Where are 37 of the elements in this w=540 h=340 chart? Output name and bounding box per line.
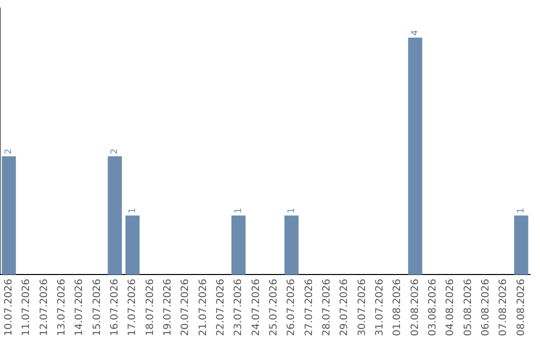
x-tick-label: 07.08.2026	[498, 278, 510, 336]
data-label: 1	[286, 208, 297, 214]
x-tick-label: 30.07.2026	[356, 278, 368, 336]
x-tick-label: 14.07.2026	[74, 278, 86, 336]
x-tick-label: 18.07.2026	[144, 278, 156, 336]
x-tick-label: 17.07.2026	[127, 278, 138, 336]
x-tick-label: 24.07.2026	[250, 278, 262, 336]
x-tick-label: 22.07.2026	[215, 278, 226, 336]
x-tick-label: 02.08.2026	[410, 278, 421, 336]
x-tick-label: 21.07.2026	[198, 278, 209, 336]
data-label: 1	[516, 208, 527, 214]
x-tick-label: 25.07.2026	[268, 278, 280, 336]
x-tick-label: 15.07.2026	[92, 278, 103, 336]
x-tick-label: 08.08.2026	[516, 278, 527, 336]
x-tick-label: 11.07.2026	[21, 278, 32, 336]
x-tick-label: 13.07.2026	[56, 278, 68, 336]
x-tick-label: 16.07.2026	[109, 278, 120, 336]
data-label: 4	[410, 30, 421, 36]
x-tick-label: 28.07.2026	[321, 278, 332, 336]
x-tick-label: 19.07.2026	[162, 278, 174, 336]
x-tick-label: 29.07.2026	[339, 278, 350, 336]
x-tick-label: 10.07.2026	[3, 278, 14, 336]
x-tick-label: 31.07.2026	[374, 278, 386, 336]
data-label: 1	[234, 208, 244, 214]
x-tick-label: 04.08.2026	[445, 278, 456, 336]
x-tick-label: 26.07.2026	[286, 278, 298, 336]
data-label: 2	[4, 148, 14, 154]
x-tick-label: 27.07.2026	[304, 278, 315, 336]
data-label: 1	[128, 208, 138, 214]
x-tick-label: 03.08.2026	[427, 278, 438, 336]
x-tick-label: 05.08.2026	[462, 278, 474, 336]
x-tick-label: 12.07.2026	[38, 278, 50, 336]
x-tick-label: 20.07.2026	[180, 278, 192, 336]
x-tick-label: 23.07.2026	[233, 278, 244, 336]
data-label: 2	[110, 148, 120, 154]
x-tick-label: 06.08.2026	[480, 278, 492, 336]
x-tick-label: 01.08.2026	[392, 278, 404, 336]
